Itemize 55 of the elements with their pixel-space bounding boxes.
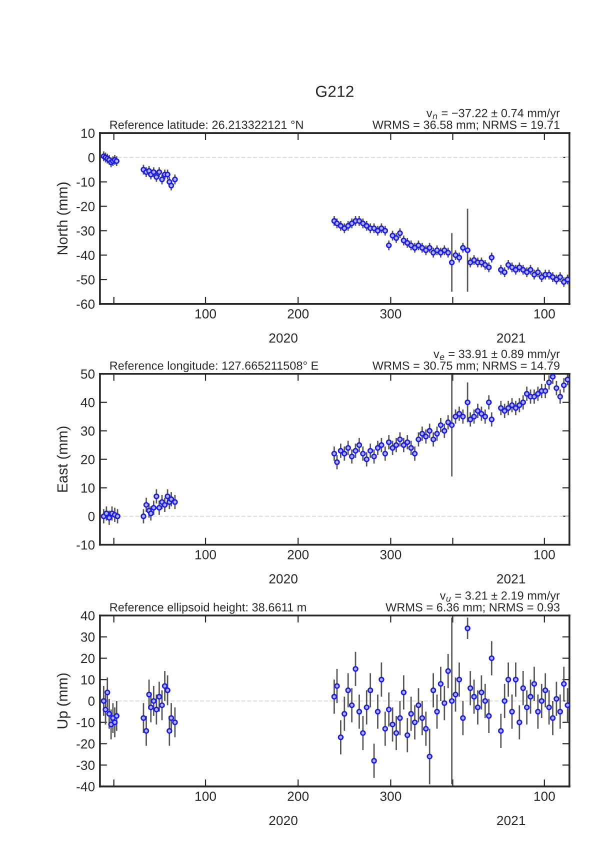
- y-tick-label: 10: [81, 675, 95, 685]
- chart-title: G212: [316, 86, 354, 98]
- y-tick-label: 30: [80, 426, 95, 436]
- text: 2020: [269, 816, 298, 826]
- x-tick-label: 100: [196, 792, 216, 801]
- y-tick-label: -20: [76, 202, 95, 212]
- text: v$_{u}$ = 3.21 ± 2.19 mm/yr: [440, 591, 560, 602]
- text: WRMS = 36.58 mm; NRMS = 19.71: [372, 120, 560, 130]
- y-tick-label: 30: [80, 632, 95, 642]
- text: 2020: [269, 574, 298, 584]
- y-tick-label: 0: [88, 696, 95, 706]
- y-tick-label: 10: [81, 483, 95, 493]
- x-tick-label: 300: [380, 550, 402, 560]
- y-axis-title: Up (mm): [56, 674, 70, 728]
- y-tick-label: 50: [80, 369, 95, 379]
- y-tick-label: 40: [80, 398, 95, 408]
- text: WRMS = 6.36 mm; NRMS = 0.93: [386, 603, 560, 613]
- x-tick-label: 200: [288, 309, 309, 319]
- text: Reference latitude: 26.213322121 °N: [110, 120, 303, 129]
- y-tick-label: -40: [76, 782, 95, 792]
- text: 2020: [269, 333, 298, 343]
- text: Reference longitude: 127.665211508° E: [110, 361, 318, 372]
- x-tick-label: 100: [196, 309, 216, 319]
- x-tick-label: 100: [534, 792, 555, 801]
- y-tick-label: 10: [81, 128, 95, 138]
- x-tick-label: 300: [380, 792, 402, 801]
- y-tick-label: -20: [76, 739, 95, 749]
- y-tick-label: 0: [88, 153, 95, 162]
- y-tick-label: 20: [81, 454, 95, 464]
- y-tick-label: -50: [76, 275, 95, 284]
- y-tick-label: -60: [76, 300, 95, 309]
- x-tick-label: 100: [196, 550, 216, 560]
- text: 2021: [497, 816, 526, 826]
- text: Reference ellipsoid height: 38.6611 m: [110, 602, 306, 614]
- y-tick-label: -30: [76, 226, 95, 236]
- text: 2021: [497, 333, 526, 343]
- y-tick-label: 40: [80, 611, 95, 620]
- y-tick-label: 0: [88, 512, 95, 522]
- text: 2021: [497, 574, 526, 584]
- y-tick-label: -10: [76, 177, 95, 187]
- x-tick-label: 200: [288, 792, 309, 801]
- x-tick-label: 200: [288, 550, 309, 560]
- y-tick-label: -40: [76, 250, 95, 260]
- text: v$_{e}$ = 33.91 ± 0.89 mm/yr: [434, 349, 560, 360]
- y-tick-label: -30: [76, 760, 95, 770]
- x-tick-label: 100: [534, 309, 555, 319]
- x-tick-label: 100: [534, 550, 555, 560]
- y-tick-label: -10: [76, 540, 95, 550]
- y-axis-title: East (mm): [56, 426, 70, 492]
- y-axis-title: North (mm): [56, 182, 70, 254]
- y-tick-label: 20: [81, 654, 95, 664]
- y-tick-label: -10: [76, 718, 95, 728]
- x-tick-label: 300: [380, 309, 402, 319]
- text: WRMS = 30.75 mm; NRMS = 14.79: [372, 361, 560, 372]
- text: v$_{n}$ = −37.22 ± 0.74 mm/yr: [426, 108, 560, 120]
